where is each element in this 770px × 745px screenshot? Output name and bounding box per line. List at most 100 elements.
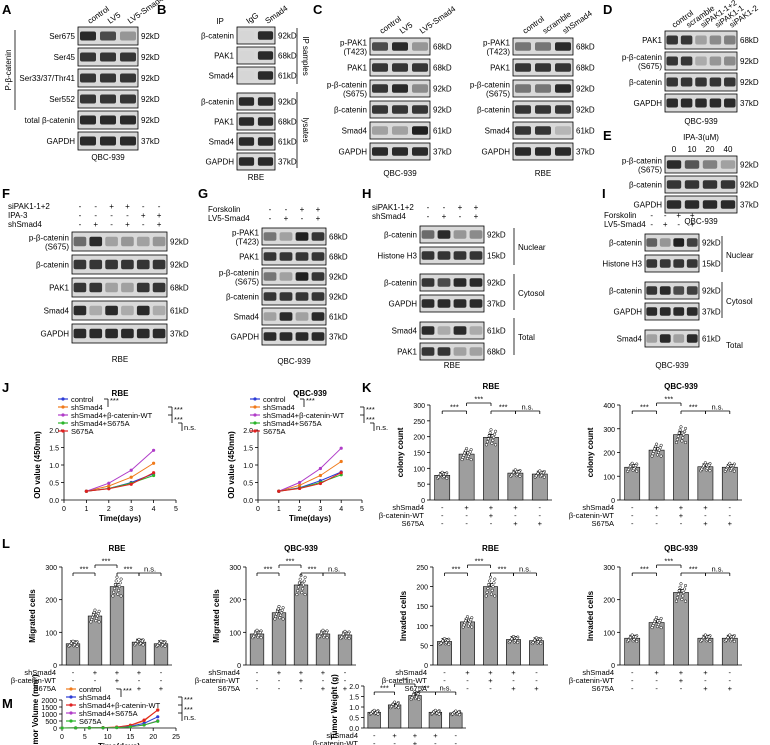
panel-letter: I bbox=[602, 186, 606, 201]
replicate-dot bbox=[162, 641, 166, 645]
condition-sign: - bbox=[459, 212, 462, 221]
y-tick-label: 1.0 bbox=[243, 463, 253, 470]
replicate-dot bbox=[731, 635, 735, 639]
y-tick-label: 1500 bbox=[41, 705, 57, 712]
mw-label: 37kD bbox=[433, 148, 452, 157]
replicate-dot bbox=[702, 464, 706, 468]
replicate-dot bbox=[279, 611, 284, 615]
protein-label: Smad4 bbox=[485, 127, 511, 136]
condition-sign: - bbox=[72, 668, 75, 677]
mw-label: 68kD bbox=[329, 233, 348, 242]
blot-frame bbox=[419, 294, 485, 313]
band bbox=[120, 31, 136, 41]
protein-label: GAPDH bbox=[482, 148, 511, 157]
replicate-dot bbox=[675, 437, 679, 441]
mw-label: 92kD bbox=[487, 279, 506, 288]
condition-sign: - bbox=[72, 676, 75, 685]
replicate-dot bbox=[416, 692, 420, 696]
chart-title: QBC-939 bbox=[664, 382, 698, 391]
protein-label: β-catenin bbox=[609, 287, 642, 296]
condition-label: IPA-3 bbox=[8, 211, 28, 220]
x-tick-label: 5 bbox=[174, 506, 178, 513]
condition-sign: + bbox=[679, 503, 684, 512]
replicate-dot bbox=[724, 468, 728, 472]
protein-label: Smad4 bbox=[342, 127, 368, 136]
band bbox=[100, 52, 116, 62]
legend-label: shSmad4+β-catenin-WT bbox=[79, 701, 161, 710]
x-tick-label: 1 bbox=[277, 506, 281, 513]
blot-frame bbox=[419, 225, 485, 244]
dose-label: 10 bbox=[688, 145, 697, 154]
replicate-dot bbox=[538, 469, 542, 473]
condition-label: shSmad4 bbox=[395, 668, 427, 677]
condition-sign: + bbox=[413, 739, 418, 745]
sig-label: *** bbox=[366, 405, 375, 414]
mw-label: 92kD bbox=[576, 106, 595, 115]
replicate-dot bbox=[536, 640, 540, 644]
band bbox=[295, 312, 309, 321]
replicate-dot bbox=[627, 468, 631, 472]
condition-label: S675A bbox=[401, 519, 424, 528]
replicate-dot bbox=[68, 643, 72, 647]
replicate-dot bbox=[346, 631, 350, 636]
replicate-dot bbox=[708, 469, 712, 473]
cell-line-label: RBE bbox=[444, 361, 460, 370]
replicate-dot bbox=[446, 638, 450, 642]
band bbox=[372, 63, 388, 72]
series-line bbox=[61, 720, 158, 729]
y-tick-label: 100 bbox=[603, 630, 615, 637]
replicate-dot bbox=[487, 434, 491, 438]
lane-label: control bbox=[521, 14, 546, 35]
blot-row bbox=[664, 155, 738, 174]
mw-label: 68kD bbox=[433, 64, 452, 73]
legend-marker bbox=[61, 413, 65, 417]
band bbox=[392, 147, 408, 156]
replicate-dot bbox=[511, 634, 516, 639]
replicate-dot bbox=[651, 624, 655, 628]
ip-label: IP bbox=[216, 17, 224, 26]
data-point bbox=[339, 471, 343, 475]
replicate-dot bbox=[252, 634, 256, 638]
band bbox=[555, 42, 571, 51]
replicate-dot bbox=[347, 637, 351, 641]
band bbox=[295, 232, 309, 241]
line-chart: 0.0 0.5 1.0 1.5 2.0 0 1 2 3 4 5 Time(days) OD value … bbox=[227, 389, 388, 523]
y-tick-label: 0.0 bbox=[49, 498, 59, 505]
replicate-dot bbox=[469, 458, 473, 462]
condition-sign: - bbox=[441, 503, 444, 512]
series-line bbox=[278, 472, 342, 492]
cell-line-label: RBE bbox=[248, 173, 264, 182]
mw-label: 61kD bbox=[329, 313, 348, 322]
y-tick-label: 1.0 bbox=[49, 463, 59, 470]
condition-sign: - bbox=[269, 214, 272, 223]
band bbox=[695, 56, 707, 66]
replicate-dot bbox=[683, 587, 687, 591]
blot-row bbox=[664, 93, 738, 113]
replicate-dot bbox=[534, 474, 538, 478]
mw-label: 92kD bbox=[141, 74, 160, 83]
blot-row bbox=[236, 112, 276, 131]
condition-label: β-catenin-WT bbox=[379, 511, 425, 520]
data-point bbox=[298, 480, 302, 485]
band bbox=[724, 35, 736, 45]
replicate-dot bbox=[656, 450, 660, 455]
replicate-dot bbox=[93, 608, 97, 612]
condition-sign: - bbox=[110, 211, 113, 220]
condition-label: S675A bbox=[591, 519, 614, 528]
condition-sign: - bbox=[126, 211, 129, 220]
replicate-dot bbox=[541, 471, 545, 475]
band bbox=[666, 180, 682, 189]
replicate-dot bbox=[678, 428, 682, 432]
band bbox=[702, 200, 718, 209]
band bbox=[279, 232, 293, 241]
mw-label: 92kD bbox=[141, 53, 160, 62]
data-point bbox=[156, 708, 160, 712]
mw-label: 92kD bbox=[576, 85, 595, 94]
x-tick-label: 1 bbox=[84, 506, 88, 513]
x-tick-label: 0 bbox=[62, 506, 66, 513]
replicate-dot bbox=[726, 464, 730, 468]
sig-label: *** bbox=[306, 396, 315, 405]
mw-label: 37kD bbox=[141, 137, 160, 146]
bar bbox=[648, 449, 665, 501]
blot-row bbox=[77, 110, 139, 130]
